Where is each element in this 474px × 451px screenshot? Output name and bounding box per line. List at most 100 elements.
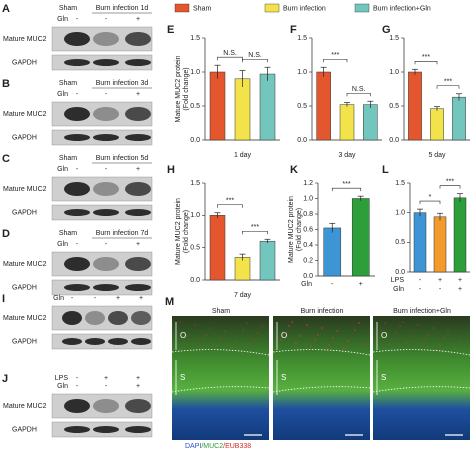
blot-band xyxy=(64,134,90,141)
bacteria-dot xyxy=(187,335,189,337)
legend-label: Burn infection xyxy=(283,5,326,12)
sig-label: *** xyxy=(331,52,339,59)
image-title: Burn infection xyxy=(301,308,344,315)
bacteria-dot xyxy=(288,325,290,327)
blot-band xyxy=(125,257,151,271)
blot-band xyxy=(64,59,90,66)
bacteria-dot xyxy=(406,342,408,344)
condition-sign: + xyxy=(458,277,462,284)
bacteria-dot xyxy=(395,332,397,334)
condition-sign: - xyxy=(105,16,108,23)
blot-band xyxy=(125,134,151,141)
condition-sign: + xyxy=(116,295,120,302)
condition-sign: + xyxy=(136,16,140,23)
bacteria-dot xyxy=(213,348,215,350)
layer-label: O xyxy=(281,331,287,340)
y-tick-label: 0.8 xyxy=(303,211,313,218)
legend-swatch xyxy=(264,3,280,13)
blot-band xyxy=(64,399,90,413)
micrograph xyxy=(172,316,269,440)
bacteria-dot xyxy=(198,345,200,347)
condition-sign: - xyxy=(105,241,108,248)
bacteria-dot xyxy=(183,342,185,344)
bacteria-dot xyxy=(194,324,196,326)
blot-header: Burn infection 1d xyxy=(96,5,149,12)
sig-bracket xyxy=(346,92,371,97)
blot-band xyxy=(108,338,128,345)
panel-letter: K xyxy=(290,164,298,176)
y-tick-label: 1.5 xyxy=(389,35,399,42)
bacteria-dot xyxy=(246,322,248,324)
bar xyxy=(234,78,251,141)
bar xyxy=(430,108,444,141)
bacteria-dot xyxy=(205,334,207,336)
y-tick-label: 0.4 xyxy=(303,242,313,249)
blot-band xyxy=(93,257,119,271)
blot-band xyxy=(64,32,90,46)
bar xyxy=(453,197,467,273)
panel-letter: C xyxy=(2,153,10,165)
bacteria-dot xyxy=(347,340,349,342)
y-tick-label: 1.0 xyxy=(190,69,200,76)
legend-label: Burn infection+Gln xyxy=(373,5,431,12)
band-label: GAPDH xyxy=(12,134,37,141)
sig-bracket xyxy=(242,58,268,63)
bacteria-dot xyxy=(314,338,316,340)
bacteria-dot xyxy=(284,332,286,334)
blot-header: Burn infection 3d xyxy=(96,80,149,87)
y-tick-label: 1.0 xyxy=(297,69,307,76)
y-tick-label: 0.0 xyxy=(190,277,200,284)
band-label: Mature MUC2 xyxy=(3,261,47,268)
sig-label: N.S. xyxy=(352,86,366,93)
sig-label: *** xyxy=(422,54,430,61)
bacteria-dot xyxy=(242,329,244,331)
y-tick-label: 1.5 xyxy=(190,35,200,42)
sig-label: N.S. xyxy=(223,50,237,57)
boundary xyxy=(372,386,471,393)
blot-band xyxy=(108,311,128,325)
blot-band xyxy=(125,59,151,66)
blot-header: Burn infection 5d xyxy=(96,155,149,162)
bacteria-dot xyxy=(336,330,338,332)
sig-label: *** xyxy=(444,79,452,86)
bacteria-dot xyxy=(410,335,412,337)
condition-label: Gln xyxy=(57,16,68,23)
y-axis-label: (Fold change) xyxy=(183,210,190,253)
stain-name: /EUB338 xyxy=(223,443,251,450)
x-axis-label: 5 day xyxy=(428,152,446,159)
sig-bracket xyxy=(217,56,243,61)
y-axis-label: Mature MUC2 protein xyxy=(175,198,182,265)
micrograph xyxy=(273,316,370,440)
blot-band xyxy=(93,32,119,46)
bacteria-dot xyxy=(436,348,438,350)
y-tick-label: 0.5 xyxy=(389,103,399,110)
condition-label: Gln xyxy=(53,295,64,302)
bar xyxy=(452,96,466,141)
bacteria-dot xyxy=(425,338,427,340)
sig-label: *** xyxy=(251,224,259,231)
y-tick-label: 0.5 xyxy=(395,239,405,246)
condition-sign: + xyxy=(136,241,140,248)
blot-band xyxy=(93,182,119,196)
bacteria-dot xyxy=(447,330,449,332)
panel-letter: I xyxy=(2,293,5,305)
blot-band xyxy=(64,284,90,291)
condition-label: Gln xyxy=(393,286,404,293)
bar xyxy=(339,104,355,141)
condition-sign: + xyxy=(136,383,140,390)
sig-bracket xyxy=(331,187,362,192)
x-axis-label: 3 day xyxy=(338,152,356,159)
bacteria-dot xyxy=(306,324,308,326)
condition-label: Gln xyxy=(57,166,68,173)
blot-header: Burn infection 7d xyxy=(96,230,149,237)
panel-letter: L xyxy=(382,164,389,176)
condition-label: Gln xyxy=(301,281,312,288)
y-tick-label: 0.0 xyxy=(395,269,405,276)
condition-label: LPS xyxy=(391,277,405,284)
condition-label: Gln xyxy=(57,241,68,248)
bacteria-dot xyxy=(439,344,441,346)
bacteria-dot xyxy=(399,325,401,327)
bacteria-dot xyxy=(224,330,226,332)
condition-sign: - xyxy=(105,91,108,98)
bacteria-dot xyxy=(443,337,445,339)
